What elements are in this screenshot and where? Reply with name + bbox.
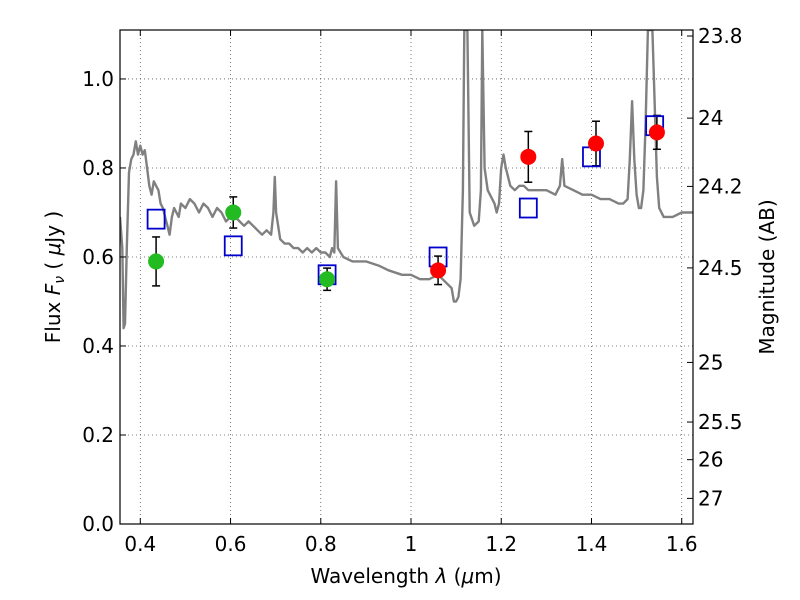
axis-ticks bbox=[120, 30, 693, 525]
right-tick-label: 24 bbox=[698, 106, 723, 130]
nir-point bbox=[520, 148, 537, 165]
spectrum-line bbox=[120, 30, 693, 330]
model-square-marker bbox=[518, 197, 538, 219]
optical-point bbox=[225, 204, 242, 221]
right-axis-label: Magnitude (AB) bbox=[755, 199, 779, 354]
spectrum-layer bbox=[120, 30, 693, 330]
y-tick-label: 0.4 bbox=[82, 334, 114, 358]
x-tick-label: 1 bbox=[405, 532, 418, 556]
x-tick-label: 1.4 bbox=[576, 532, 608, 556]
y-tick-label: 1.0 bbox=[82, 67, 114, 91]
x-tick-label: 0.6 bbox=[215, 532, 247, 556]
nir-point bbox=[430, 262, 447, 279]
plot-frame bbox=[119, 29, 694, 525]
right-tick-label: 24.2 bbox=[698, 174, 743, 198]
y-tick-label: 0.2 bbox=[82, 423, 114, 447]
x-tick-label: 1.6 bbox=[666, 532, 698, 556]
optical-point bbox=[148, 253, 165, 270]
x-tick-label: 1.2 bbox=[485, 532, 517, 556]
model-square-marker bbox=[223, 235, 243, 257]
nir-point bbox=[587, 135, 604, 152]
x-tick-label: 0.4 bbox=[124, 532, 156, 556]
data-markers bbox=[146, 115, 665, 288]
right-tick-label: 27 bbox=[698, 486, 723, 510]
right-tick-label: 25 bbox=[698, 350, 723, 374]
x-axis-label: Wavelength λ (μm) bbox=[310, 564, 501, 588]
right-tick-label: 25.5 bbox=[698, 410, 743, 434]
plot-background bbox=[120, 30, 693, 524]
x-tick-label: 0.8 bbox=[305, 532, 337, 556]
model-square-marker bbox=[146, 208, 166, 230]
y-tick-label: 0.6 bbox=[82, 245, 114, 269]
y-tick-label: 0.0 bbox=[82, 512, 114, 536]
right-tick-label: 23.8 bbox=[698, 24, 743, 48]
y-tick-label: 0.8 bbox=[82, 156, 114, 180]
optical-point bbox=[319, 271, 336, 288]
nir-point bbox=[648, 124, 665, 141]
right-tick-label: 26 bbox=[698, 448, 723, 472]
right-tick-label: 24.5 bbox=[698, 256, 743, 280]
tick-labels: 0.4 0.6 0.8 1 1.2 1.4 1.6 0.0 0.2 0.4 0.6 0.8 1.0 23.… bbox=[82, 24, 742, 556]
y-axis-label: Flux Fν ( μJy ) bbox=[41, 211, 68, 343]
